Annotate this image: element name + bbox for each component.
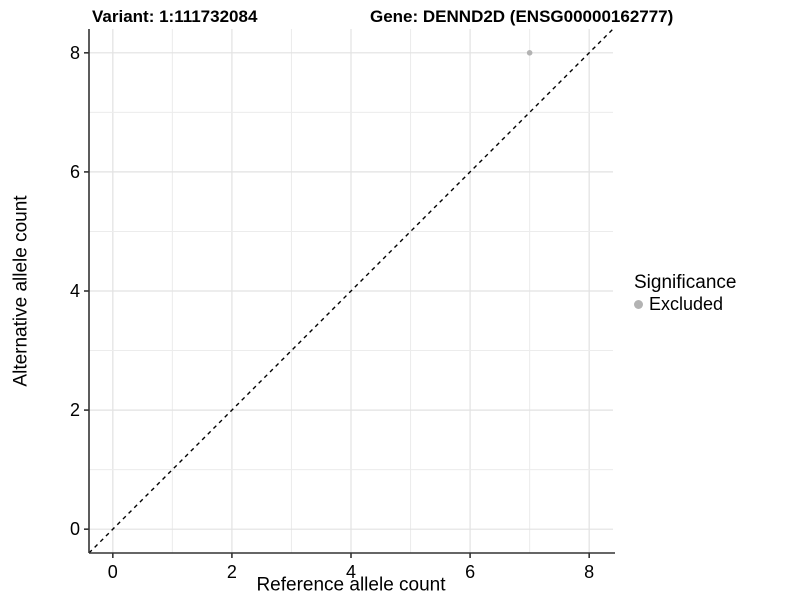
x-tick-label: 8 [584, 562, 594, 582]
legend-item-excluded: Excluded [634, 294, 736, 315]
legend-title: Significance [634, 272, 737, 293]
x-axis-title: Reference allele count [256, 575, 446, 596]
y-tick-label: 4 [70, 281, 80, 301]
x-tick-label: 0 [108, 562, 118, 582]
legend: Significance Excluded [634, 271, 736, 315]
y-tick-label: 6 [70, 162, 80, 182]
data-point-excluded [526, 50, 533, 56]
plot-title-gene: Gene: DENND2D (ENSG00000162777) [370, 7, 674, 26]
plot-title-variant: Variant: 1:111732084 [92, 7, 258, 26]
legend-key-dot-icon [634, 300, 643, 309]
legend-item-label: Excluded [649, 294, 724, 314]
y-axis-title: Alternative allele count [11, 195, 32, 387]
identity-line [88, 28, 614, 554]
x-tick-label: 4 [346, 562, 356, 582]
x-tick-label: 2 [227, 562, 237, 582]
y-tick-label: 8 [70, 43, 80, 63]
y-tick-label: 0 [70, 519, 80, 539]
y-tick-label: 2 [70, 400, 80, 420]
x-tick-label: 6 [465, 562, 475, 582]
